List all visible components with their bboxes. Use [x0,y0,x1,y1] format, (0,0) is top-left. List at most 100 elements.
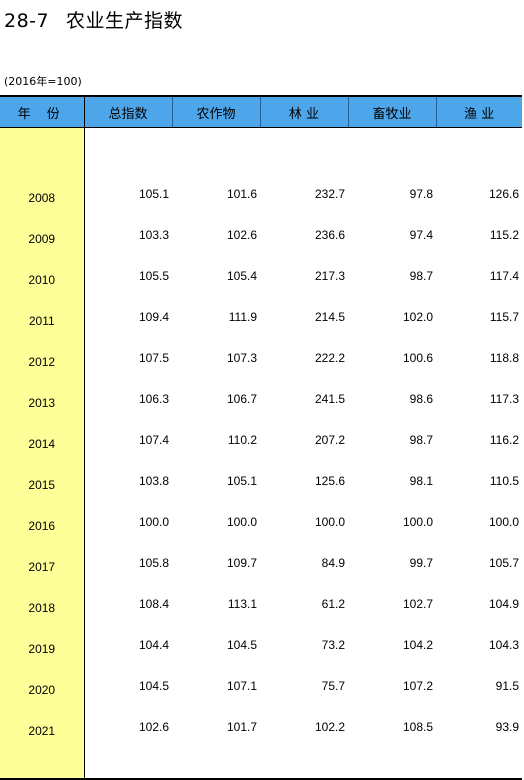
year-cell: 2013 [0,374,85,415]
crops-index-cell: 113.1 [227,597,257,611]
year-cell: 2017 [0,538,85,579]
year-cell-empty [0,743,85,780]
fishery-index-cell: 91.5 [495,679,519,693]
empty-cell [348,743,436,780]
total-index-cell: 102.6 [138,720,169,734]
fishery-index-cell: 105.7 [488,556,519,570]
forestry-index-cell: 236.6 [314,228,345,242]
total-index-cell: 100.0 [138,515,169,529]
crops-index-cell: 107.3 [226,351,257,365]
total-index-cell: 103.8 [138,474,169,488]
table-row: 2013 106.3 106.7 241.5 98.6 117.3 [0,374,522,415]
total-index-cell: 107.5 [138,351,169,365]
total-index-cell: 106.3 [138,392,169,406]
forestry-index-cell: 84.9 [321,556,345,570]
fishery-index-cell: 116.2 [489,433,519,447]
col-header-animal-husbandry: 畜牧业 [348,95,437,128]
crops-index-cell: 105.1 [226,474,257,488]
crops-index-cell: 101.7 [226,720,257,734]
total-index-cell: 108.4 [138,597,169,611]
forestry-index-cell: 217.3 [314,269,345,283]
table-bottom-row [0,743,522,780]
base-year-note: (2016年=100) [4,75,82,88]
table-row: 2012 107.5 107.3 222.2 100.6 118.8 [0,333,522,374]
animal-index-cell: 100.0 [402,515,433,529]
col-header-fishery: 渔 业 [436,95,522,128]
table-row: 2015 103.8 105.1 125.6 98.1 110.5 [0,456,522,497]
table-row: 2011 109.4 111.9 214.5 102.0 115.7 [0,292,522,333]
crops-index-cell: 110.2 [227,433,257,447]
col-header-forestry: 林 业 [260,95,349,128]
table-row: 2009 103.3 102.6 236.6 97.4 115.2 [0,210,522,251]
crops-index-cell: 109.7 [226,556,257,570]
total-index-cell: 107.4 [138,433,169,447]
fishery-index-cell: 100.0 [488,515,519,529]
empty-cell [260,743,348,780]
crops-index-cell: 107.1 [226,679,257,693]
fishery-index-cell: 93.9 [495,720,519,734]
year-cell: 2008 [0,169,85,210]
table-row: 2018 108.4 113.1 61.2 102.7 104.9 [0,579,522,620]
year-cell: 2011 [0,292,85,333]
table-row: 2014 107.4 110.2 207.2 98.7 116.2 [0,415,522,456]
crops-index-cell: 105.4 [226,269,257,283]
animal-index-cell: 98.6 [409,392,433,406]
animal-index-cell: 99.7 [409,556,433,570]
crops-index-cell: 101.6 [226,187,257,201]
total-index-cell: 104.4 [138,638,169,652]
year-cell: 2020 [0,661,85,702]
year-cell: 2012 [0,333,85,374]
animal-index-cell: 107.2 [402,679,433,693]
animal-index-cell: 98.7 [409,269,433,283]
empty-cell [348,128,436,170]
table-row: 2017 105.8 109.7 84.9 99.7 105.7 [0,538,522,579]
table-row: 2021 102.6 101.7 102.2 108.5 93.9 [0,702,522,743]
year-cell: 2019 [0,620,85,661]
animal-index-cell: 108.5 [402,720,433,734]
col-header-crops: 农作物 [172,95,261,128]
animal-index-cell: 102.0 [402,310,433,324]
empty-cell [172,128,260,170]
crops-index-cell: 106.7 [226,392,257,406]
year-cell-empty [0,127,85,169]
empty-cell [84,743,172,780]
total-index-cell: 104.5 [138,679,169,693]
table-row: 2008 105.1 101.6 232.7 97.8 126.6 [0,169,522,210]
table-row: 2019 104.4 104.5 73.2 104.2 104.3 [0,620,522,661]
page-title: 28-7 农业生产指数 [4,6,183,33]
crops-index-cell: 102.6 [226,228,257,242]
year-cell: 2021 [0,702,85,743]
forestry-index-cell: 61.2 [321,597,345,611]
fishery-index-cell: 118.8 [489,351,519,365]
forestry-index-cell: 232.7 [314,187,345,201]
animal-index-cell: 100.6 [402,351,433,365]
fishery-index-cell: 117.4 [489,269,519,283]
forestry-index-cell: 241.5 [314,392,345,406]
col-header-year: 年 份 [0,95,85,128]
empty-cell [172,743,260,780]
year-cell: 2018 [0,579,85,620]
empty-cell [436,743,522,780]
animal-index-cell: 97.4 [409,228,433,242]
animal-index-cell: 102.7 [402,597,433,611]
total-index-cell: 109.4 [138,310,169,324]
spacer-row [0,127,522,170]
year-cell: 2010 [0,251,85,292]
total-index-cell: 105.5 [138,269,169,283]
agricultural-production-index-table: 年 份 总指数 农作物 林 业 畜牧业 渔 业 2008 105.1 101.6 23… [0,95,522,780]
forestry-index-cell: 75.7 [321,679,345,693]
crops-index-cell: 111.9 [228,310,257,324]
fishery-index-cell: 126.6 [488,187,519,201]
crops-index-cell: 100.0 [226,515,257,529]
fishery-index-cell: 115.2 [489,228,519,242]
forestry-index-cell: 207.2 [314,433,345,447]
header-row: 年 份 总指数 农作物 林 业 畜牧业 渔 业 [0,95,522,128]
fishery-index-cell: 117.3 [489,392,519,406]
fishery-index-cell: 104.9 [488,597,519,611]
fishery-index-cell: 110.5 [489,474,519,488]
forestry-index-cell: 102.2 [314,720,345,734]
table-title: 农业生产指数 [66,10,184,32]
forestry-index-cell: 125.6 [314,474,345,488]
fishery-index-cell: 115.7 [489,310,519,324]
forestry-index-cell: 214.5 [314,310,345,324]
